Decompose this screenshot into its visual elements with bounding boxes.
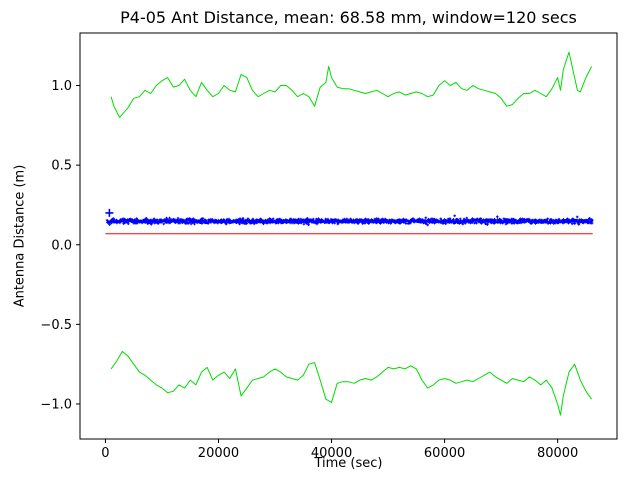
axes-box [79, 32, 618, 440]
x-axis-label: Time (sec) [314, 456, 383, 471]
lower-envelope-line [110, 350, 593, 416]
y-tick-label: 0.5 [51, 159, 72, 174]
x-tick-label: 20000 [198, 446, 239, 461]
antenna-distance-points [105, 214, 594, 227]
x-tick-label: 0 [101, 446, 109, 461]
x-tick-label: 40000 [311, 446, 352, 461]
upper-envelope-line [110, 51, 593, 118]
y-tick-label: −0.5 [40, 318, 72, 333]
start-marker [105, 208, 114, 217]
x-tick-label: 60000 [424, 446, 465, 461]
y-axis-label: Antenna Distance (m) [12, 164, 28, 308]
y-tick-label: 1.0 [51, 79, 72, 94]
x-tick-label: 80000 [537, 446, 578, 461]
y-tick-label: 0.0 [51, 238, 72, 253]
chart-title: P4-05 Ant Distance, mean: 68.58 mm, wind… [120, 8, 577, 27]
y-tick-label: −1.0 [40, 397, 72, 412]
